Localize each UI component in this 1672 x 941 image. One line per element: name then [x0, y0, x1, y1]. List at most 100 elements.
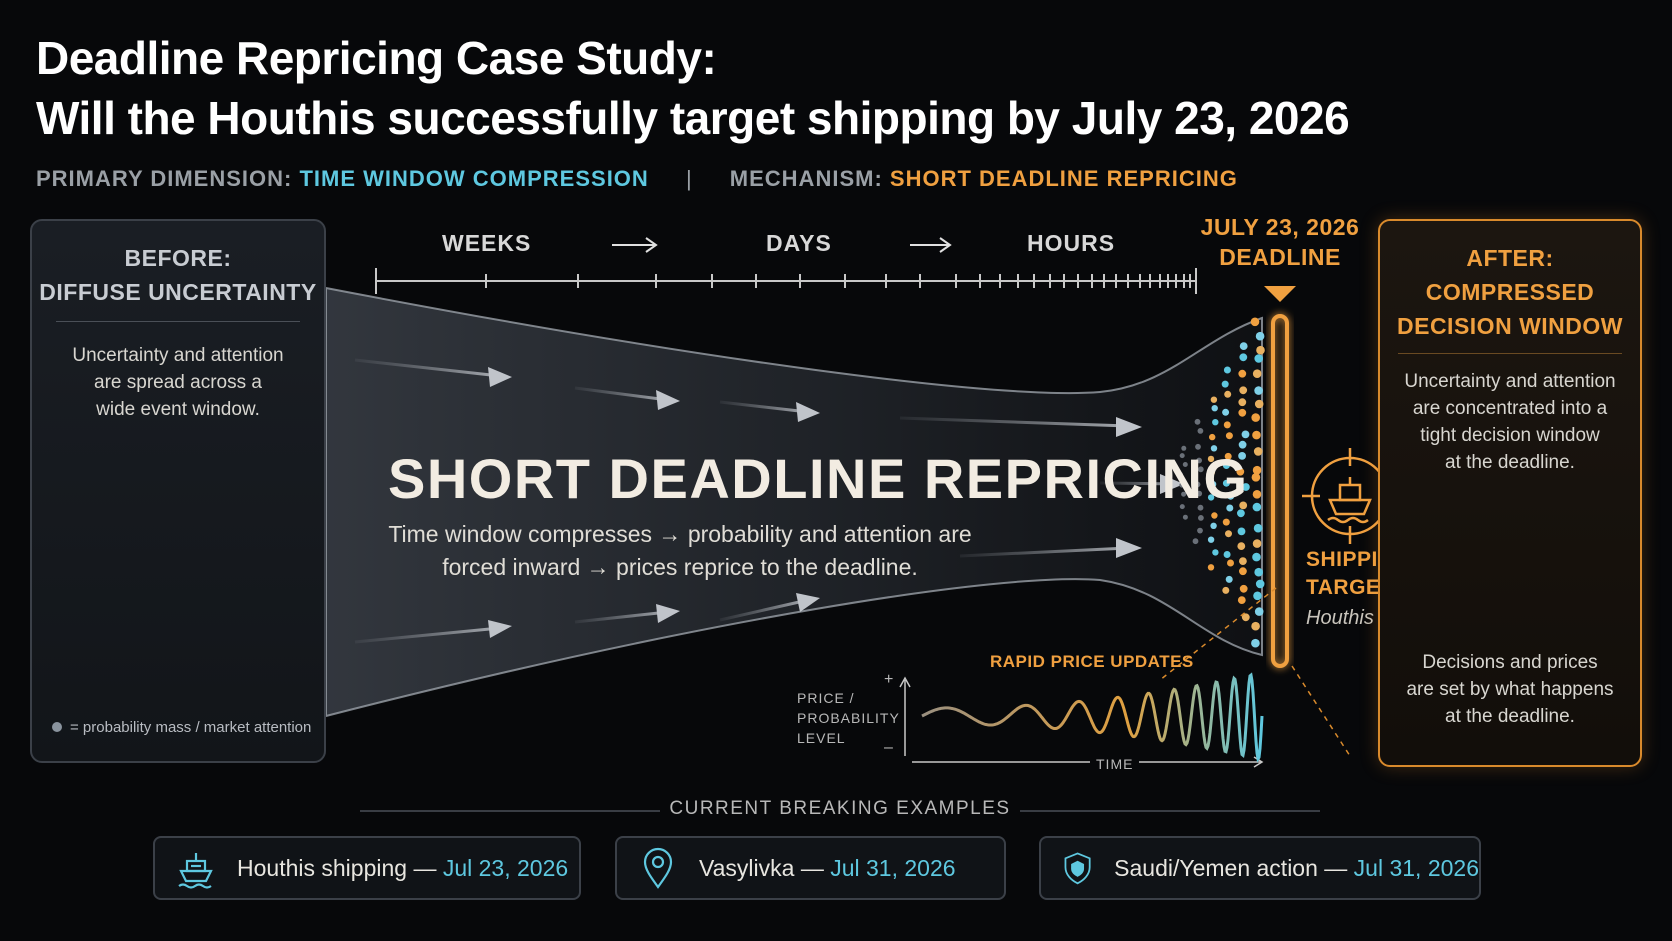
compressed-dot	[1196, 490, 1203, 497]
compressed-dot	[1210, 445, 1218, 452]
y-label-line: PROBABILITY	[797, 710, 900, 726]
funnel-shape	[325, 286, 1263, 718]
compressed-dot	[1209, 481, 1217, 488]
compressed-dot	[1197, 527, 1203, 534]
dashed-connectors	[1159, 587, 1351, 757]
compressed-dot	[1223, 366, 1231, 374]
stage-hours: HOURS	[1027, 230, 1116, 256]
before-divider	[56, 321, 300, 322]
compressed-dot	[1252, 552, 1261, 562]
compressed-dot	[1210, 522, 1217, 529]
example-dash: —	[1324, 854, 1348, 881]
compressed-dot	[1194, 481, 1201, 488]
compressed-dot	[1251, 638, 1260, 648]
deadline-word: DEADLINE	[1219, 244, 1341, 270]
compressed-dots	[1177, 317, 1265, 648]
deadline-label: JULY 23, 2026 DEADLINE	[1180, 212, 1380, 272]
compressed-dot	[1238, 452, 1246, 460]
compressed-dot	[1207, 455, 1215, 463]
timeline-arrows	[612, 237, 952, 253]
after-body-line: tight decision window	[1420, 425, 1600, 446]
timeline-ticks	[485, 274, 1191, 288]
timeline-axis	[375, 268, 1197, 294]
compressed-dot	[1197, 504, 1204, 511]
after-divider	[1398, 353, 1622, 354]
compressed-dot	[1177, 472, 1183, 477]
compressed-dot	[1254, 386, 1263, 395]
price-chart-title: RAPID PRICE UPDATES	[990, 652, 1194, 671]
stage-days: DAYS	[766, 230, 832, 256]
mechanism-label: MECHANISM:	[729, 166, 883, 191]
compressed-dot	[1179, 504, 1185, 510]
example-card-vasylivka[interactable]: Vasylivka — Jul 31, 2026	[615, 836, 1006, 900]
shield-icon	[1064, 852, 1091, 885]
after-heading-line-3: DECISION WINDOW	[1397, 313, 1623, 339]
compressed-dot	[1197, 466, 1204, 473]
compressed-dot	[1221, 380, 1229, 388]
compressed-dot	[1253, 447, 1263, 456]
before-heading: BEFORE: DIFFUSE UNCERTAINTY	[32, 241, 324, 309]
page-title: Deadline Repricing Case Study: Will the …	[36, 28, 1350, 148]
before-body-line: Uncertainty and attention	[72, 345, 284, 366]
subtitle-separator: |	[685, 166, 693, 191]
compressed-dot	[1222, 462, 1230, 469]
compressed-dot	[1179, 453, 1185, 459]
flow-arrows	[354, 358, 1181, 644]
compressed-dot	[1212, 549, 1219, 556]
compressed-dot	[1255, 331, 1265, 341]
compressed-dot	[1238, 369, 1247, 378]
compressed-dot	[1194, 418, 1201, 425]
funnel-desc-line-1: Time window compresses → probability and…	[388, 521, 972, 547]
compressed-dot	[1211, 512, 1218, 519]
compressed-dot	[1222, 518, 1230, 526]
compressed-dot	[1237, 509, 1245, 518]
compressed-dot	[1192, 538, 1199, 545]
compressed-dot	[1252, 539, 1262, 548]
deadline-bar	[1271, 314, 1289, 668]
price-wave	[921, 672, 1264, 763]
compressed-dot	[1242, 483, 1250, 491]
compressed-dot	[1224, 452, 1232, 460]
example-dash: —	[800, 854, 824, 881]
example-card-saudi-yemen[interactable]: Saudi/Yemen action — Jul 31, 2026	[1039, 836, 1481, 900]
compressed-dot	[1238, 398, 1247, 407]
y-plus: +	[884, 671, 895, 688]
compressed-dot	[1237, 596, 1246, 604]
compressed-dot	[1253, 523, 1263, 533]
after-footer-line: are set by what happens	[1406, 679, 1614, 700]
title-line-2: Will the Houthis successfully target shi…	[36, 92, 1350, 144]
compressed-dot	[1239, 342, 1248, 350]
compressed-dot	[1208, 469, 1216, 476]
legend-text: = probability mass / market attention	[70, 719, 312, 736]
legend-dot	[52, 722, 62, 732]
compressed-dot	[1252, 490, 1262, 499]
compressed-dot	[1222, 479, 1230, 487]
after-heading: AFTER: COMPRESSED DECISION WINDOW	[1380, 241, 1640, 343]
before-heading-line-2: DIFFUSE UNCERTAINTY	[39, 279, 317, 305]
example-date: Jul 31, 2026	[1353, 854, 1479, 881]
compressed-dot	[1254, 354, 1263, 363]
after-body: Uncertainty and attention are concentrat…	[1380, 368, 1640, 476]
compressed-dot	[1239, 501, 1248, 510]
compressed-dot	[1238, 440, 1247, 449]
example-card-houthis[interactable]: Houthis shipping — Jul 23, 2026	[153, 836, 581, 900]
compressed-dot	[1237, 542, 1246, 550]
compressed-dot	[1239, 584, 1248, 593]
examples-rule	[360, 810, 1320, 812]
before-legend: = probability mass / market attention	[52, 719, 311, 736]
example-date: Jul 31, 2026	[830, 854, 956, 881]
compressed-dot	[1252, 465, 1262, 475]
compressed-dot	[1207, 494, 1215, 501]
ship-icon	[178, 853, 213, 889]
compressed-dot	[1209, 433, 1216, 441]
compressed-dot	[1211, 405, 1218, 412]
dimension-label: PRIMARY DIMENSION:	[36, 166, 293, 191]
funnel-desc-line-2: forced inward → prices reprice to the de…	[442, 554, 918, 580]
compressed-dot	[1223, 551, 1231, 558]
compressed-dot	[1225, 432, 1233, 440]
compressed-dot	[1222, 586, 1230, 594]
after-panel: AFTER: COMPRESSED DECISION WINDOW Uncert…	[1378, 219, 1642, 767]
example-dash: —	[413, 854, 437, 881]
title-line-1: Deadline Repricing Case Study:	[36, 32, 717, 84]
flow-arrowheads	[488, 367, 1184, 638]
